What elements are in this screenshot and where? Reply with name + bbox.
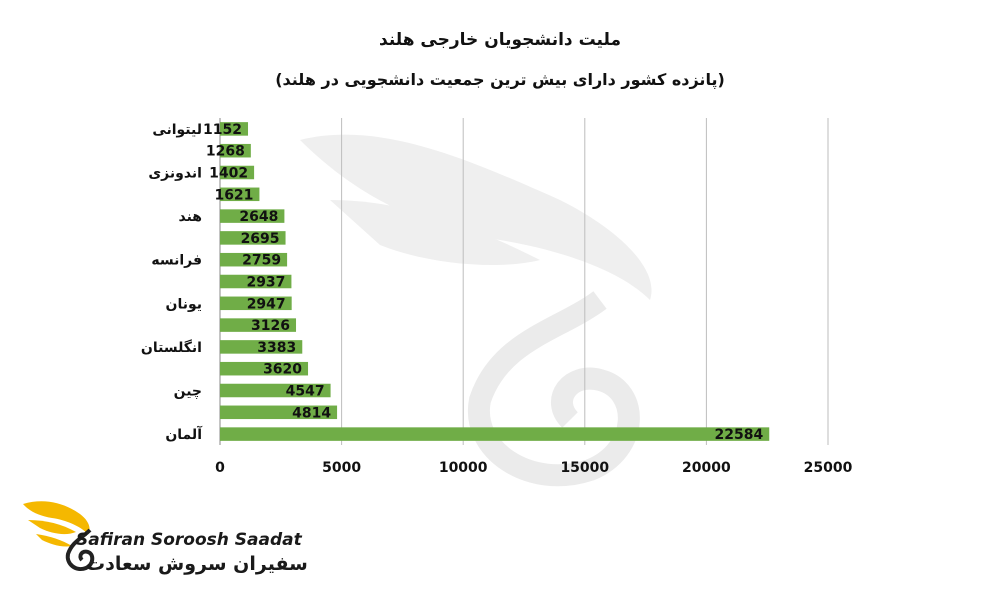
data-label: 2759: [242, 253, 281, 269]
category-label: یونان: [166, 296, 203, 312]
data-label: 2695: [241, 231, 280, 247]
bird-swirl-watermark-icon: [300, 134, 652, 487]
chart-subtitle: (پانزده کشور دارای بیش ترین جمعیت دانشجو…: [275, 70, 725, 89]
x-tick-label: 0: [215, 460, 225, 476]
bar: [220, 274, 292, 289]
category-label: اندونزی: [148, 166, 202, 182]
bar: [220, 122, 249, 136]
brand-name-en: Safiran Soroosh Saadat: [76, 530, 302, 550]
data-label: 22584: [715, 427, 764, 443]
category-label: آلمان: [165, 425, 203, 443]
bar: [220, 427, 770, 441]
x-tick-label: 25000: [804, 460, 853, 476]
category-label: انگلستان: [141, 339, 202, 356]
bar: [220, 383, 331, 398]
bar: [220, 405, 338, 420]
data-label: 1268: [206, 144, 245, 160]
bar: [220, 231, 286, 245]
data-label: 3620: [263, 362, 302, 378]
x-tick-label: 15000: [560, 460, 609, 476]
bar: [220, 296, 292, 311]
bar: [220, 361, 309, 376]
chart-title: ملیت دانشجویان خارجی هلند: [379, 30, 621, 50]
data-label: 3126: [251, 318, 290, 334]
brand-name-fa: سفیران سروش سعادت: [86, 553, 308, 575]
bar: [220, 143, 251, 158]
bar: [220, 187, 260, 202]
category-label: فرانسه: [151, 253, 202, 269]
data-label: 4814: [292, 405, 331, 421]
bar: [220, 340, 303, 354]
data-label: 1402: [209, 166, 248, 182]
category-label: چین: [174, 384, 202, 400]
bar: [220, 252, 288, 267]
x-tick-label: 20000: [682, 460, 731, 476]
bar: [220, 165, 255, 180]
x-tick-label: 10000: [439, 460, 488, 476]
category-label: هند: [178, 209, 202, 225]
data-label: 1621: [214, 187, 253, 203]
x-tick-label: 5000: [322, 460, 361, 476]
bar: [220, 318, 297, 332]
bar: [220, 209, 285, 223]
data-label: 2648: [239, 209, 278, 225]
category-label: لیتوانی: [152, 122, 202, 138]
golden-bird-swirl-logo-icon: [23, 501, 95, 571]
data-label: 2947: [247, 296, 286, 312]
data-label: 3383: [257, 340, 296, 356]
data-label: 1152: [203, 122, 242, 138]
data-label: 4547: [286, 384, 325, 400]
data-label: 2937: [246, 275, 285, 291]
